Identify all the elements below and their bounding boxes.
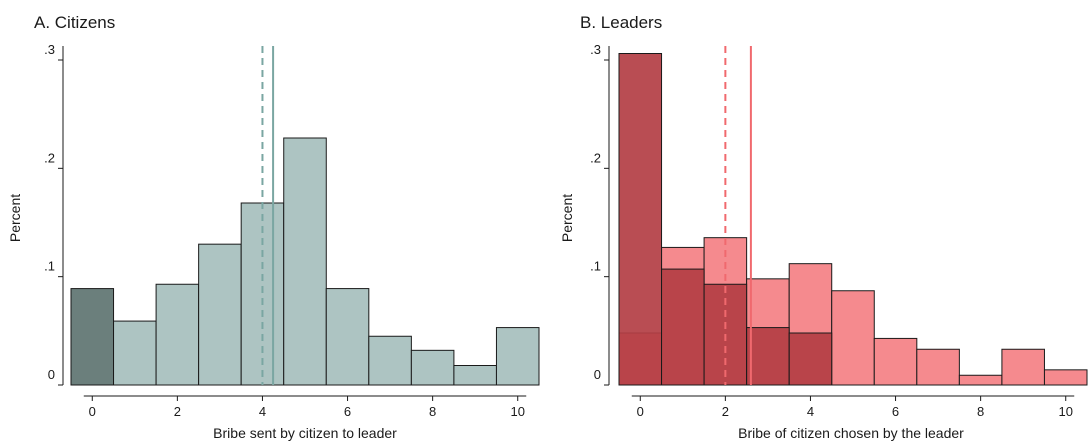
histogram-bar (155, 283, 200, 386)
panel-citizens: A. Citizens 0 .1 .2 .3 0 2 4 6 8 10 Bribe sent by… (7, 13, 540, 441)
x-axis-title: Bribe sent by citizen to leader (213, 425, 397, 441)
y-tick-label: 0 (48, 367, 55, 382)
axes-layer: 0 .1 .2 .3 0 2 4 6 8 10 (590, 42, 1075, 419)
panel-leaders: B. Leaders 0 .1 .2 .3 0 2 4 6 8 10 Bribe of citiz… (559, 13, 1088, 441)
x-tick-label: 2 (174, 404, 181, 419)
x-tick-label: 4 (807, 404, 814, 419)
histogram-bar (873, 337, 918, 386)
x-tick-label: 8 (977, 404, 984, 419)
y-tick-label: .2 (44, 150, 55, 165)
axes-layer: 0 .1 .2 .3 0 2 4 6 8 10 (44, 42, 527, 419)
x-tick-label: 6 (344, 404, 351, 419)
reference-lines-layer (724, 46, 752, 385)
histogram-bar (113, 320, 157, 386)
histogram-bar (916, 348, 960, 386)
x-axis-title: Bribe of citizen chosen by the leader (738, 425, 964, 441)
x-tick-label: 2 (722, 404, 729, 419)
histogram-bar (661, 268, 705, 386)
bars-layer (618, 53, 1088, 386)
y-tick-label: .1 (590, 259, 601, 274)
histogram-bar (453, 365, 497, 386)
y-tick-label: .3 (590, 42, 601, 57)
histogram-bar (746, 327, 790, 386)
panel-title: A. Citizens (34, 13, 115, 32)
y-tick-label: .2 (590, 150, 601, 165)
x-tick-label: 8 (429, 404, 436, 419)
x-tick-label: 10 (1058, 404, 1072, 419)
y-axis-title: Percent (559, 194, 575, 242)
y-axis-title: Percent (7, 194, 23, 242)
histogram-bar (70, 288, 115, 386)
histogram-bar (368, 335, 412, 386)
x-tick-label: 10 (510, 404, 524, 419)
x-tick-label: 0 (89, 404, 96, 419)
histogram-bar (618, 53, 663, 386)
histogram-bar (831, 290, 875, 386)
histogram-bar (958, 374, 1003, 386)
y-tick-label: 0 (594, 367, 601, 382)
histogram-bar (1043, 369, 1088, 386)
histogram-bar (788, 332, 833, 386)
x-tick-label: 4 (259, 404, 266, 419)
x-tick-label: 0 (637, 404, 644, 419)
y-tick-label: .3 (44, 42, 55, 57)
y-tick-label: .1 (44, 259, 55, 274)
reference-lines-layer (261, 46, 275, 385)
histogram-bar (410, 349, 455, 386)
histogram-bar (283, 137, 327, 386)
histogram-bar (495, 327, 540, 386)
histogram-bar (240, 202, 285, 386)
x-tick-label: 6 (892, 404, 899, 419)
bars-layer (70, 137, 540, 386)
histogram-bar (325, 288, 370, 386)
histogram-bar (1001, 348, 1045, 386)
panel-title: B. Leaders (580, 13, 662, 32)
histogram-bar (198, 243, 242, 386)
